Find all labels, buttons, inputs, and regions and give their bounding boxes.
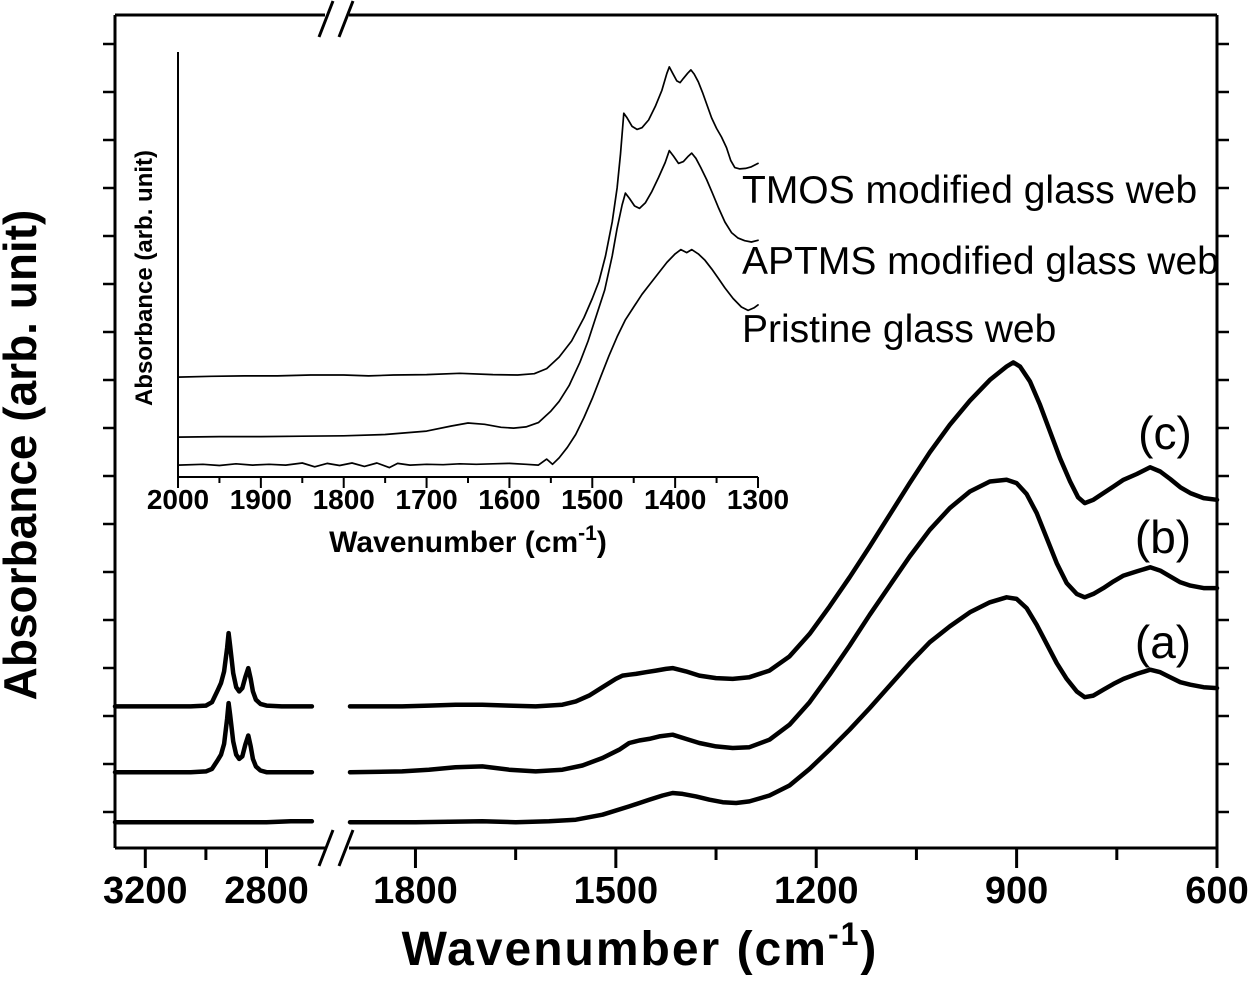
inset-plot-area: 2000 1900 1800 1700 1600 1500 1400 1300	[147, 52, 789, 515]
inset-series-tmos-curve	[177, 66, 759, 378]
inset-x-tick-label-1400: 1400	[644, 484, 706, 515]
axis-break-mark-bottom	[337, 829, 355, 867]
x-tick-label-600: 600	[1185, 870, 1248, 912]
inset-x-axis-label: Wavenumber (cm-1)	[329, 522, 607, 559]
inset-x-axis-label-superscript: -1	[578, 522, 597, 545]
inset-series-aptms-curve	[177, 149, 759, 438]
inset-x-tick-label-2000: 2000	[147, 484, 209, 515]
inset-x-tick-label-1700: 1700	[395, 484, 457, 515]
main-plot-area: 3200 2800 1800 1500 1200 900 600	[103, 0, 1249, 912]
main-series-c-curve	[347, 360, 1220, 709]
main-series-b-curve	[347, 477, 1220, 775]
x-tick-label-1500: 1500	[574, 870, 659, 912]
axis-break-mark-top	[317, 0, 335, 38]
curve-label-a: (a)	[1135, 616, 1191, 668]
inset-x-axis-label-base: Wavenumber (cm	[329, 526, 578, 559]
inset-y-axis-label: Absorbance (arb. unit)	[131, 150, 158, 406]
inset-series-pristine-curve	[177, 248, 759, 469]
main-x-axis-label-superscript: -1	[828, 916, 860, 952]
inset-x-tick-label-1300: 1300	[727, 484, 789, 515]
x-tick-label-3200: 3200	[103, 870, 188, 912]
x-tick-label-1800: 1800	[373, 870, 458, 912]
main-x-axis-label: Wavenumber (cm-1)	[402, 916, 879, 976]
main-series-a-curve	[347, 595, 1220, 825]
main-x-axis-label-close: )	[860, 923, 878, 976]
main-series-c-curve	[112, 630, 315, 709]
inset-legend-aptms: APTMS modified glass web	[742, 240, 1219, 283]
inset-x-tick-label-1600: 1600	[478, 484, 540, 515]
curve-label-c: (c)	[1138, 407, 1192, 459]
x-tick-label-1200: 1200	[774, 870, 859, 912]
axis-break-mark-bottom	[317, 829, 335, 867]
inset-x-axis-label-close: )	[597, 526, 607, 559]
inset-x-tick-label-1800: 1800	[313, 484, 375, 515]
curve-label-b: (b)	[1135, 511, 1191, 563]
inset-x-tick-label-1500: 1500	[561, 484, 623, 515]
main-x-axis-label-base: Wavenumber (cm	[402, 923, 828, 976]
main-y-axis-label: Absorbance (arb. unit)	[0, 210, 46, 701]
x-tick-label-2800: 2800	[224, 870, 309, 912]
x-tick-label-900: 900	[985, 870, 1048, 912]
main-series-a-curve	[112, 819, 315, 825]
inset-x-tick-label-1900: 1900	[230, 484, 292, 515]
main-series-b-curve	[112, 700, 315, 775]
inset-legend-tmos: TMOS modified glass web	[742, 169, 1197, 212]
axis-break-mark-top	[337, 0, 355, 38]
inset-legend-pristine: Pristine glass web	[742, 308, 1056, 351]
